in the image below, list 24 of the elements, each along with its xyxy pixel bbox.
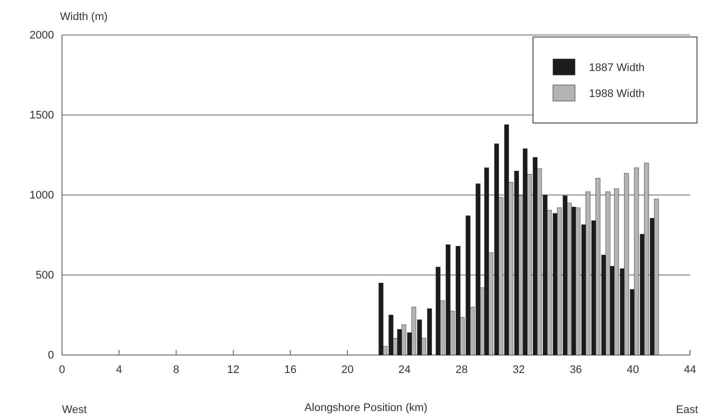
x-tick-label: 8 [173,364,180,376]
x-tick-label: 20 [341,364,354,376]
x-tick-label: 16 [284,364,296,376]
y-axis-title: Width (m) [60,11,108,23]
x-tick-label: 24 [398,364,411,376]
x-tick-label: 36 [570,364,582,376]
x-axis-title: Alongshore Position (km) [304,402,428,414]
x-tick-label: 44 [684,364,696,376]
legend-label: 1887 Width [589,62,645,74]
bar [378,282,384,356]
y-tick-label: 1500 [30,110,54,122]
y-tick-label: 2000 [30,30,54,42]
text: West [62,404,87,416]
x-tick-label: 32 [512,364,525,376]
legend-label: 1988 Width [589,88,645,100]
y-tick-label: 1000 [30,190,54,202]
x-tick-label: 0 [58,364,66,376]
x-tick-label: 40 [626,364,640,376]
y-tick-label: 0 [48,350,54,362]
text: East [676,404,698,416]
x-tick-label: 4 [116,364,122,376]
x-tick-label: 12 [227,364,240,376]
y-tick-label: 500 [36,270,54,282]
x-tick-label: 28 [456,364,468,376]
